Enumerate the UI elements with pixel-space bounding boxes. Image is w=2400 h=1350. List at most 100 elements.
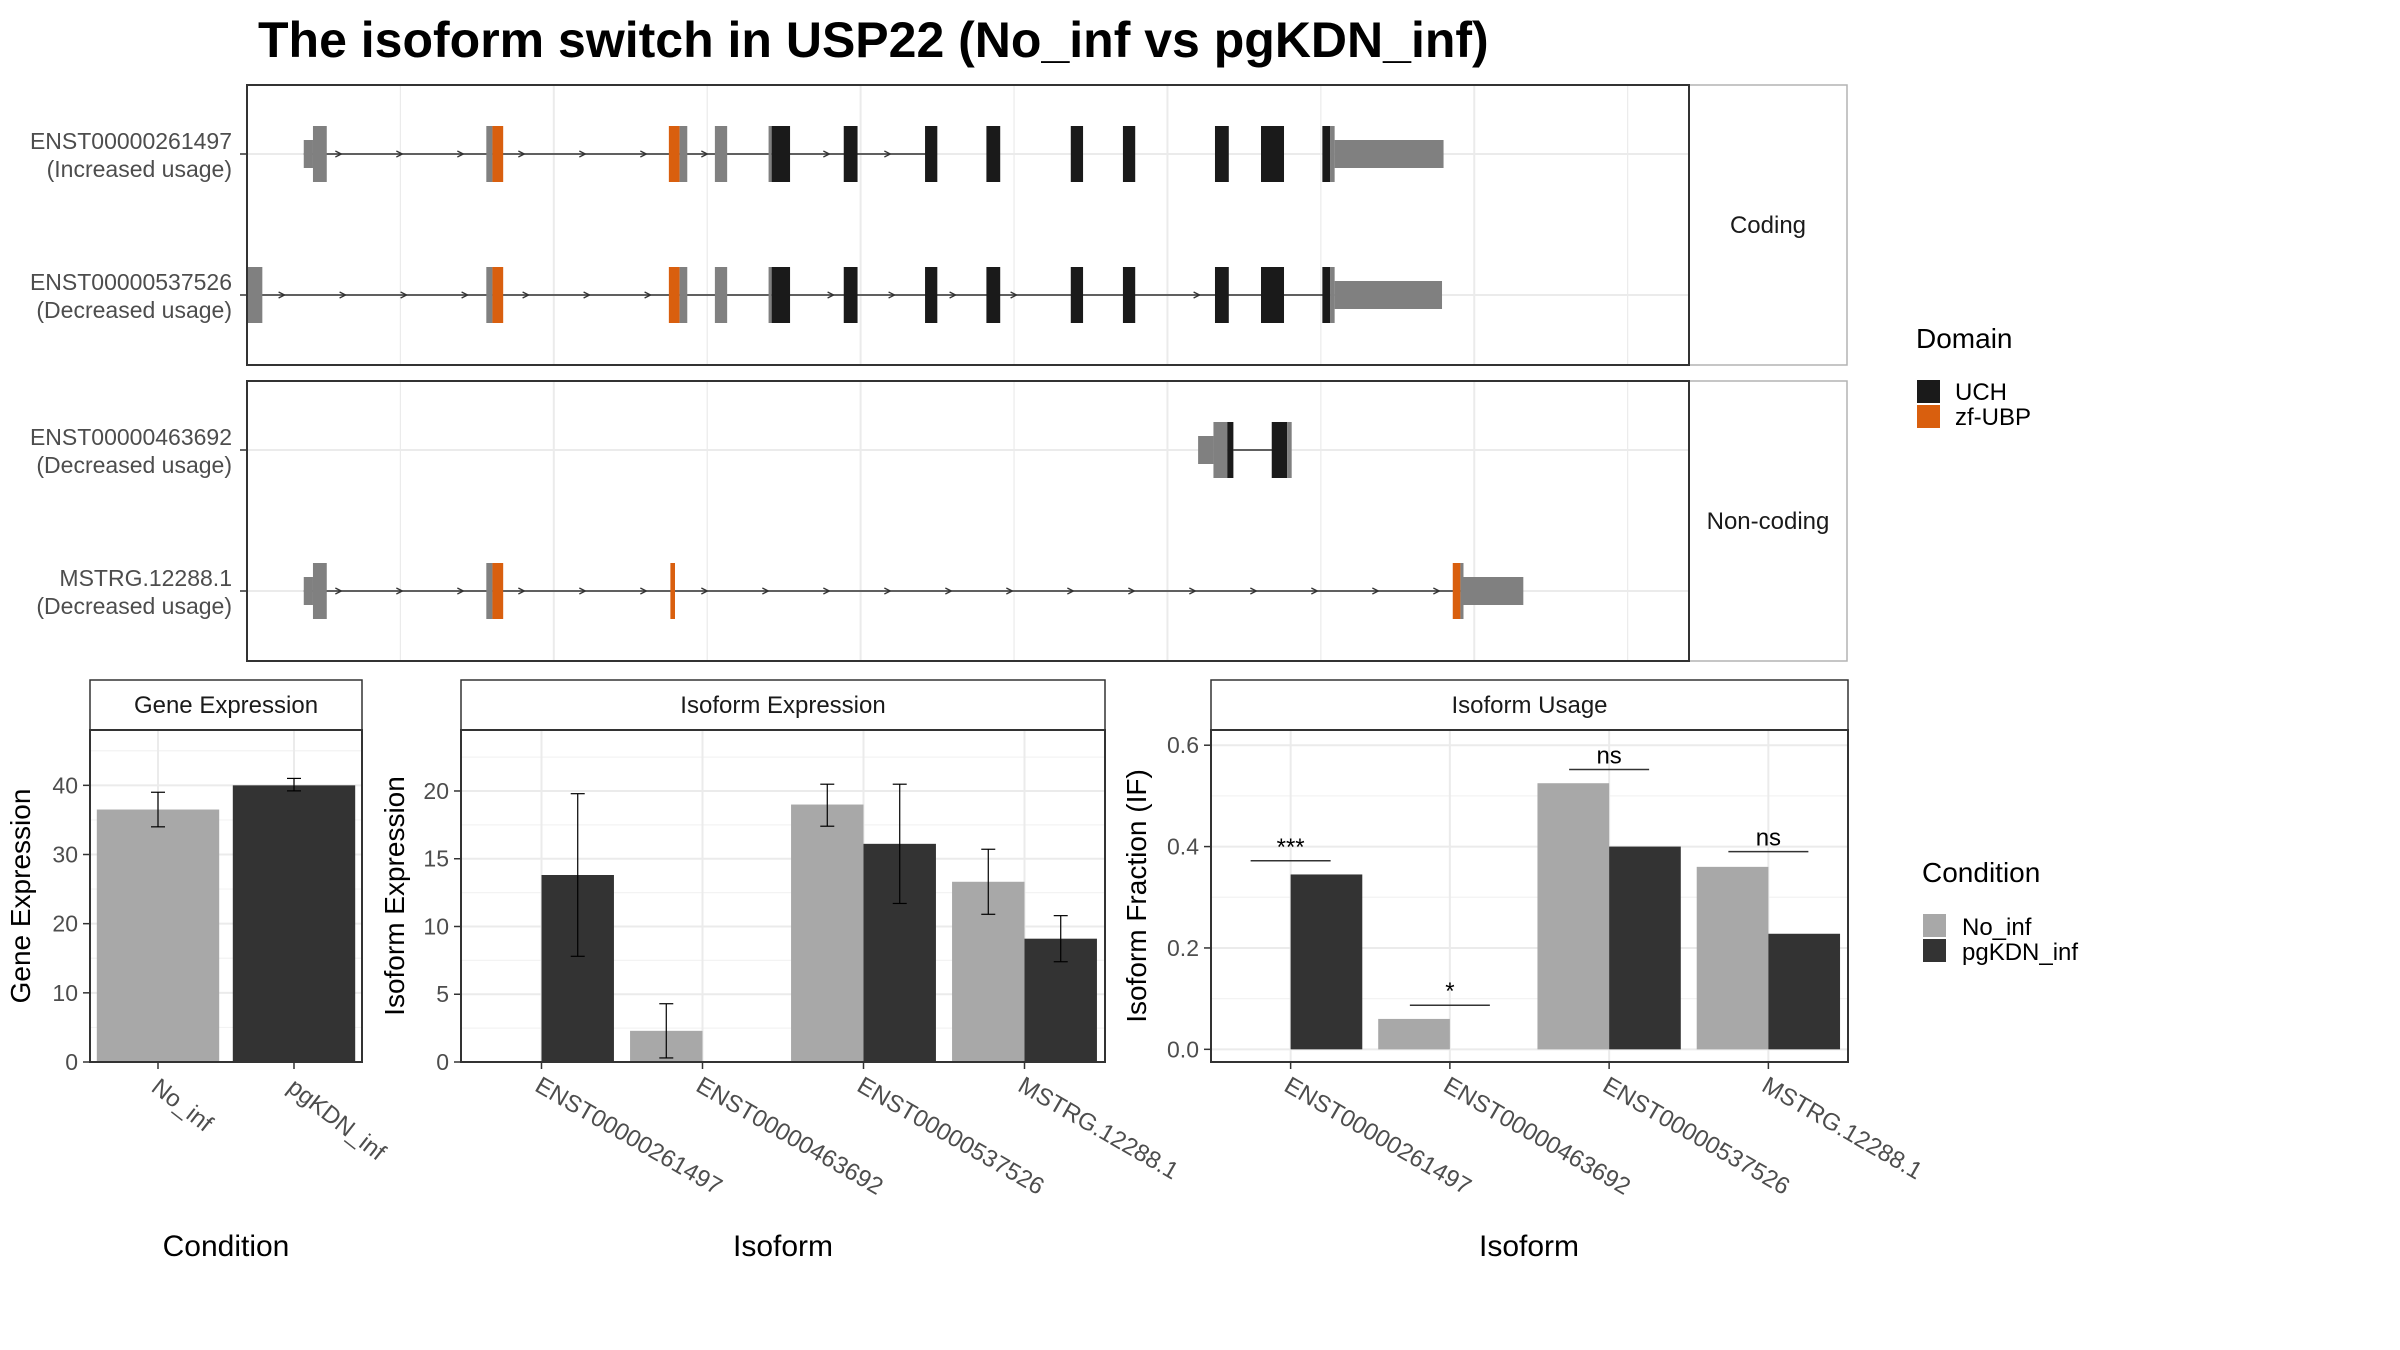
strand-arrow [1193,291,1202,299]
strand-arrow [522,291,531,299]
strand-arrow [335,150,343,158]
exon-uch-domain [1070,267,1084,323]
x-axis-title: Isoform [1479,1230,1579,1263]
structure-panel-border [246,84,1690,366]
exon [1330,267,1335,323]
chart-strip [460,679,1106,731]
strand-arrow [579,587,587,595]
y-axis-title: Gene Expression [5,789,36,1004]
chart-title: Gene Expression [134,692,318,719]
exon [247,267,263,323]
exon-uch-domain [986,267,1001,323]
transcript-usage-label: (Decreased usage) [36,593,232,619]
exon [1198,436,1214,464]
x-tick-label: MSTRG.12288.1 [1757,1072,1926,1185]
chart-title: Isoform Usage [1451,692,1607,719]
significance-label: *** [1277,834,1305,861]
exon-uch-domain [1261,126,1285,182]
x-tick-label: MSTRG.12288.1 [1014,1072,1183,1185]
exon [312,126,327,182]
bar-pgkdn-inf [1768,933,1841,1050]
strand-arrow [949,291,958,299]
strand-arrow [518,150,526,158]
transcript-id-label: MSTRG.12288.1 [59,565,232,591]
chart-panel-border [89,729,363,1063]
exon [303,140,313,168]
chart-panel-border [1210,729,1849,1063]
exon [1463,577,1524,605]
transcript-track: ENST00000463692(Decreased usage) [30,422,1292,478]
strand-arrow [884,587,892,595]
facet-strip [1688,380,1848,662]
y-tick-label: 10 [52,980,78,1006]
facet-strip [1688,84,1848,366]
significance-label: ns [1596,743,1621,770]
exon-zf-ubp-domain [492,126,504,182]
domain-legend-key [1917,405,1940,428]
chart-strip [1210,679,1849,731]
strand-arrow [701,587,709,595]
exon [1330,126,1335,182]
bar-pgkdn-inf [1290,874,1363,1050]
exon [312,563,327,619]
bar-no-inf [1537,783,1610,1050]
chart-title: Isoform Expression [680,692,885,719]
y-tick-label: 0 [65,1049,78,1075]
exon [714,126,728,182]
transcript-id-label: ENST00000463692 [30,424,232,450]
expression-charts: Gene Expression 0 10 20 30 40 No_inf pgKDN_inf G… [5,679,1927,1263]
facet-strip-label: Coding [1730,212,1806,239]
strand-arrow [400,291,409,299]
strand-arrow [1372,587,1380,595]
strand-arrow [396,150,404,158]
significance-label: * [1445,978,1454,1005]
x-tick-label: pgKDN_inf [282,1073,390,1166]
strand-arrow [945,587,953,595]
strand-arrow [1128,587,1136,595]
domain-legend-label: zf-UBP [1955,404,2031,431]
significance-label: ns [1756,825,1781,852]
strand-arrow [335,587,343,595]
exon-uch-domain [925,126,938,182]
strand-arrow [518,587,526,595]
strand-arrow [1189,587,1197,595]
strand-arrow [644,291,653,299]
condition-legend-label: No_inf [1962,914,2032,941]
y-tick-label: 0.0 [1167,1036,1199,1062]
facet-strip-label: Non-coding [1707,508,1830,535]
exon [1334,140,1444,168]
chart-strip [89,679,363,731]
bar-no-inf [791,804,864,1062]
strand-arrow [1311,587,1319,595]
exon-zf-ubp-domain [1452,563,1461,619]
condition-legend-key [1923,914,1946,937]
domain-legend-key [1917,380,1940,403]
exon [768,267,772,323]
condition-legend-title: Condition [1922,857,2040,888]
strand-arrow [461,291,470,299]
bar-pgkdn-inf [1609,846,1681,1050]
exon-uch-domain [843,267,858,323]
strand-arrow [827,291,836,299]
condition-legend-key [1923,939,1946,962]
transcript-usage-label: (Decreased usage) [36,452,232,478]
domain-legend-title: Domain [1916,323,2012,354]
y-axis-title: Isoform Expression [379,776,410,1016]
exon-uch-domain [986,126,1001,182]
y-axis-title: Isoform Fraction (IF) [1121,769,1152,1023]
strand-arrow [579,150,587,158]
exon [679,126,688,182]
strand-arrow [457,587,465,595]
strand-arrow [1010,291,1019,299]
figure-title: The isoform switch in USP22 (No_inf vs p… [258,12,1489,68]
transcript-track: ENST00000537526(Decreased usage) [30,267,1443,323]
strand-arrow [1250,587,1258,595]
exon [714,267,728,323]
strand-arrow [701,150,709,158]
exon-zf-ubp-domain [492,267,504,323]
strand-arrow [583,291,592,299]
